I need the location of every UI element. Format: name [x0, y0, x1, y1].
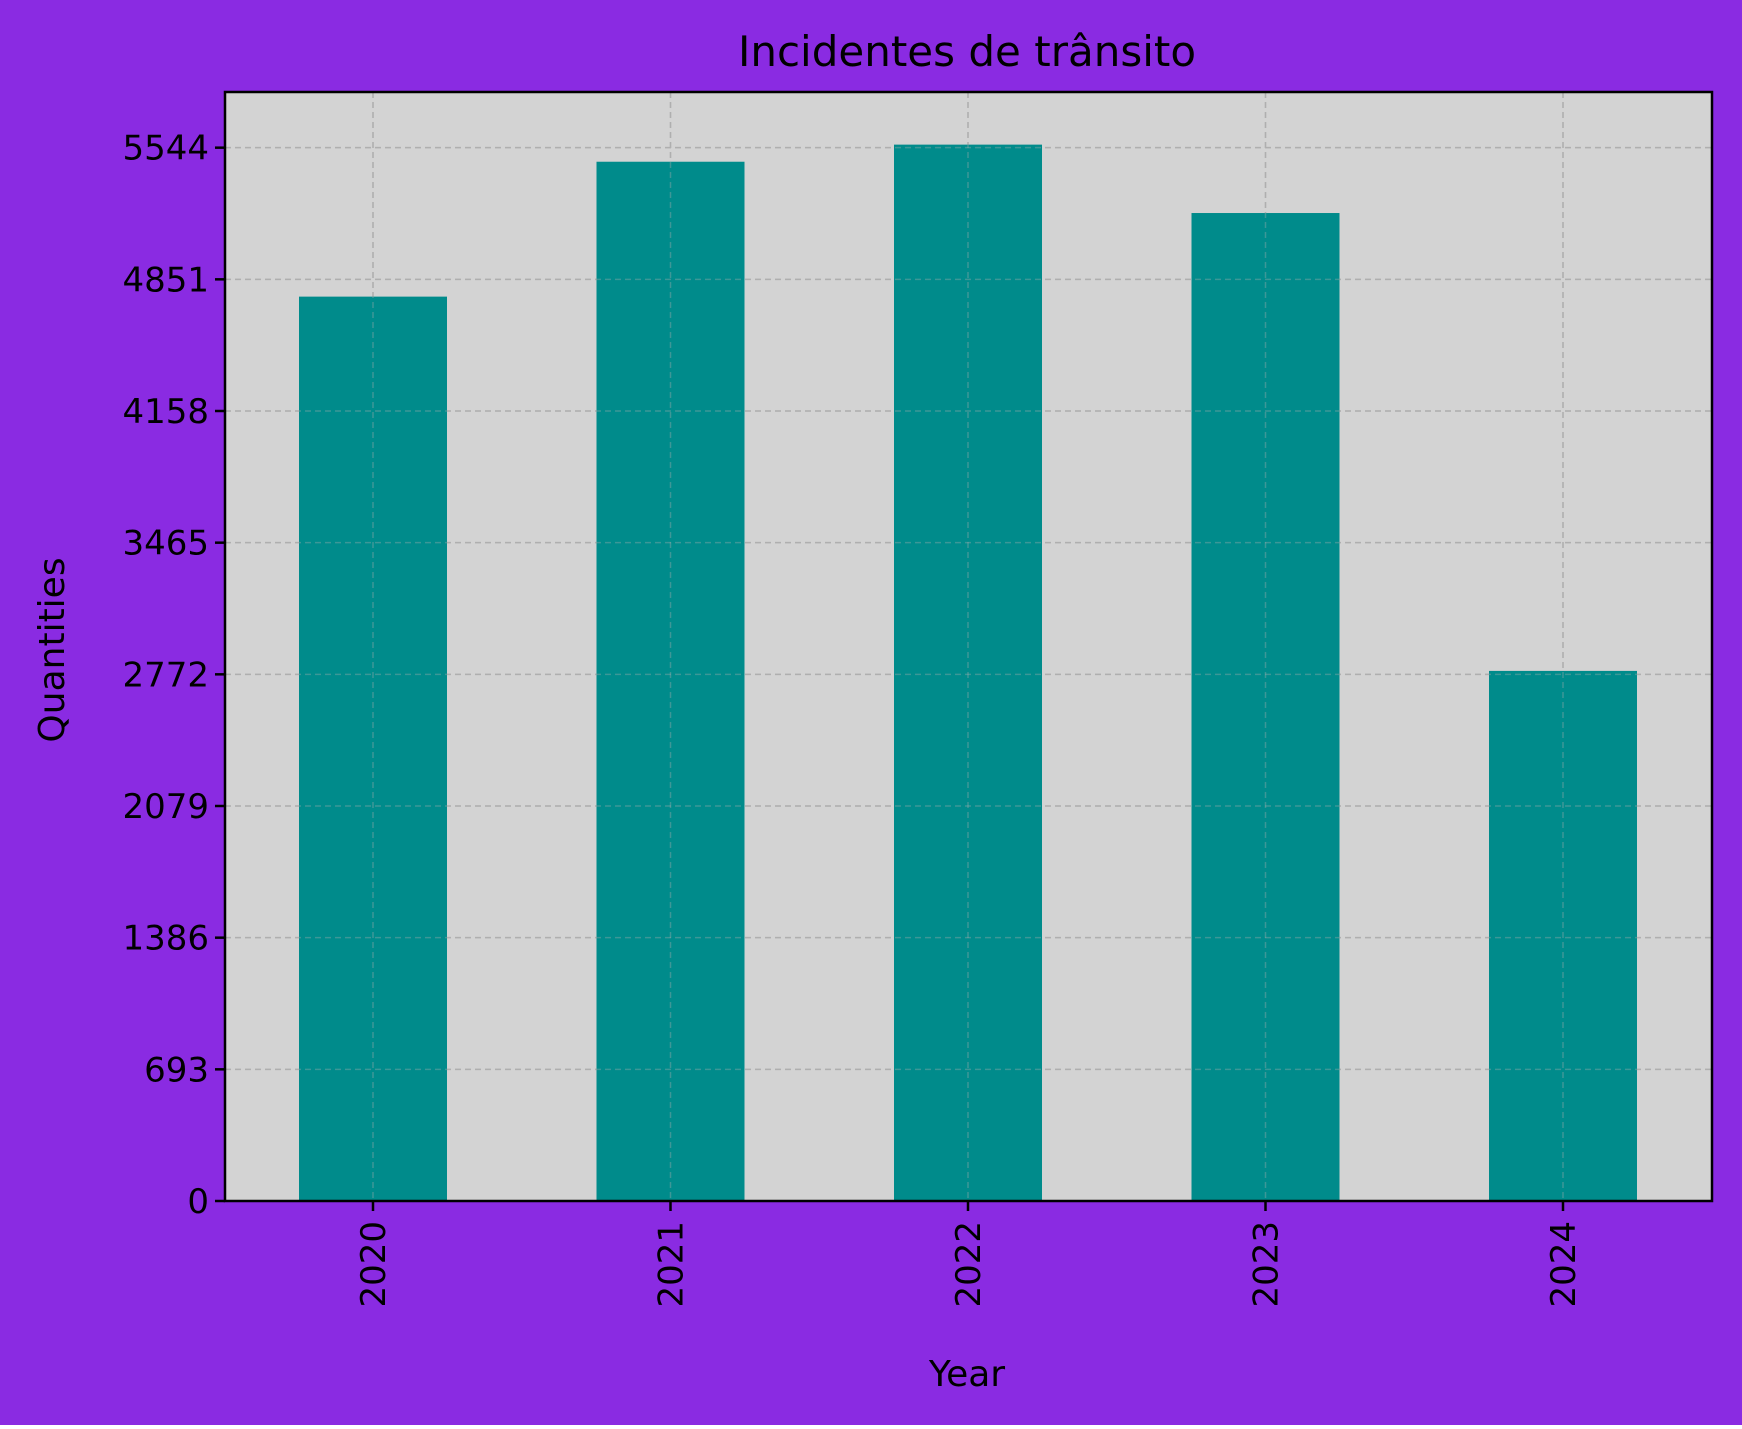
y-tick-label: 5544	[122, 129, 209, 169]
bar-2021	[596, 161, 745, 1201]
bar-2022	[894, 144, 1042, 1202]
y-axis-ticks: 0 693 1386 2079 2772 3465 4158 4851 5544	[122, 129, 225, 1222]
y-tick-label: 3465	[122, 524, 209, 564]
x-tick-label: 2023	[1247, 1221, 1287, 1308]
x-axis-ticks: 2020 2021 2022 2023 2024	[354, 1201, 1584, 1308]
y-tick-label: 1386	[122, 919, 209, 959]
x-axis-label: Year	[928, 1354, 1005, 1395]
x-tick-label: 2022	[949, 1221, 989, 1308]
bar-2024	[1489, 670, 1637, 1201]
y-axis-label: Quantities	[32, 557, 73, 742]
y-tick-label: 4851	[122, 260, 209, 300]
y-tick-label: 2079	[122, 787, 209, 827]
y-tick-label: 693	[144, 1050, 209, 1090]
x-tick-label: 2020	[354, 1221, 394, 1308]
bar-2023	[1191, 213, 1340, 1201]
y-tick-label: 0	[187, 1182, 209, 1222]
bars	[299, 144, 1637, 1202]
chart-title: Incidentes de trânsito	[738, 27, 1196, 76]
y-tick-label: 4158	[122, 392, 209, 432]
x-tick-label: 2021	[652, 1221, 692, 1308]
bar-2020	[299, 296, 447, 1201]
y-tick-label: 2772	[122, 655, 209, 695]
x-tick-label: 2024	[1544, 1221, 1584, 1308]
